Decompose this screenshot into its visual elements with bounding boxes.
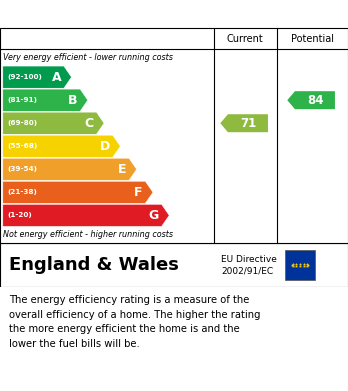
Polygon shape bbox=[3, 89, 88, 111]
Text: Current: Current bbox=[227, 34, 264, 44]
Text: (21-38): (21-38) bbox=[7, 189, 37, 196]
Polygon shape bbox=[220, 114, 268, 132]
Text: (39-54): (39-54) bbox=[7, 166, 37, 172]
Text: G: G bbox=[149, 209, 159, 222]
Text: (92-100): (92-100) bbox=[7, 74, 42, 80]
Text: B: B bbox=[68, 94, 77, 107]
Text: (55-68): (55-68) bbox=[7, 143, 37, 149]
Text: A: A bbox=[52, 71, 61, 84]
Text: Energy Efficiency Rating: Energy Efficiency Rating bbox=[9, 7, 219, 22]
Polygon shape bbox=[287, 91, 335, 109]
Text: The energy efficiency rating is a measure of the
overall efficiency of a home. T: The energy efficiency rating is a measur… bbox=[9, 295, 260, 348]
Text: 71: 71 bbox=[241, 117, 257, 130]
Text: (1-20): (1-20) bbox=[7, 212, 32, 218]
Polygon shape bbox=[3, 112, 104, 134]
Polygon shape bbox=[3, 66, 72, 88]
Bar bbox=[285, 250, 315, 280]
Text: (81-91): (81-91) bbox=[7, 97, 37, 103]
Text: England & Wales: England & Wales bbox=[9, 256, 179, 274]
Polygon shape bbox=[3, 135, 120, 157]
Polygon shape bbox=[3, 181, 153, 203]
Text: Very energy efficient - lower running costs: Very energy efficient - lower running co… bbox=[3, 53, 173, 62]
Text: 84: 84 bbox=[308, 94, 324, 107]
Text: Not energy efficient - higher running costs: Not energy efficient - higher running co… bbox=[3, 230, 174, 239]
Polygon shape bbox=[3, 158, 137, 180]
Text: E: E bbox=[118, 163, 126, 176]
Text: EU Directive
2002/91/EC: EU Directive 2002/91/EC bbox=[221, 255, 277, 275]
Text: (69-80): (69-80) bbox=[7, 120, 37, 126]
Text: C: C bbox=[85, 117, 94, 130]
Text: Potential: Potential bbox=[291, 34, 334, 44]
Text: D: D bbox=[100, 140, 110, 153]
Text: F: F bbox=[134, 186, 143, 199]
Polygon shape bbox=[3, 204, 169, 226]
